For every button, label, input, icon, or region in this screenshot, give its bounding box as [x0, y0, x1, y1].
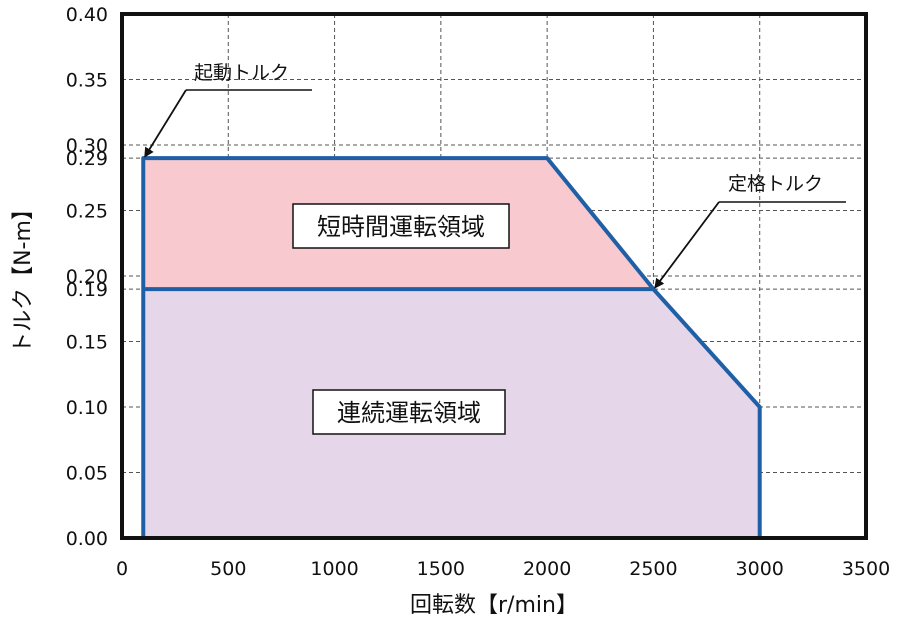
- short-time-region-label-box: [292, 203, 510, 249]
- continuous-region-label-box: [312, 389, 506, 435]
- y-tick-label: 0.20: [66, 266, 108, 288]
- y-tick-label: 0.19: [66, 279, 108, 301]
- y-tick-label: 0.35: [66, 70, 108, 92]
- starting-torque-arrow: [144, 89, 187, 158]
- x-tick-label: 1500: [417, 558, 465, 580]
- short-time-region-label-text: 短時間運転領域: [317, 213, 485, 241]
- y-tick-label: 0.00: [66, 528, 108, 550]
- y-tick-label: 0.30: [66, 135, 108, 157]
- x-tick-label: 0: [116, 558, 128, 580]
- boundary-lines: [141, 156, 762, 538]
- x-tick-label: 500: [210, 558, 246, 580]
- starting-torque-label: 起動トルク: [194, 62, 289, 84]
- rated-torque-label: 定格トルク: [728, 173, 823, 195]
- y-tick-label: 0.25: [66, 201, 108, 223]
- x-tick-label: 2000: [523, 558, 571, 580]
- x-axis-title: 回転数【r/min】: [410, 593, 578, 618]
- short-time-region-label: 短時間運転領域: [292, 203, 510, 249]
- y-tick-label: 0.15: [66, 332, 108, 354]
- y-tick-label: 0.10: [66, 397, 108, 419]
- x-tick-label: 3000: [736, 558, 784, 580]
- tick-labels: 0 500 1000 1500 2000 2500 3000 3500 0.00 0.05 0.10…: [66, 4, 890, 580]
- x-tick-label: 3500: [842, 558, 890, 580]
- y-axis-title: トルク【N-m】: [11, 198, 36, 354]
- continuous-region-label: 連続運転領域: [312, 389, 506, 435]
- y-tick-label: 0.29: [66, 148, 108, 170]
- rated-torque-arrow: [654, 201, 720, 289]
- x-tick-label: 2500: [629, 558, 677, 580]
- plot-frame: [120, 12, 868, 540]
- x-tick-label: 1000: [310, 558, 358, 580]
- continuous-region-label-text: 連続運転領域: [337, 399, 481, 427]
- boundary-line: [141, 156, 762, 538]
- y-tick-label: 0.40: [66, 4, 108, 26]
- y-tick-label: 0.05: [66, 463, 108, 485]
